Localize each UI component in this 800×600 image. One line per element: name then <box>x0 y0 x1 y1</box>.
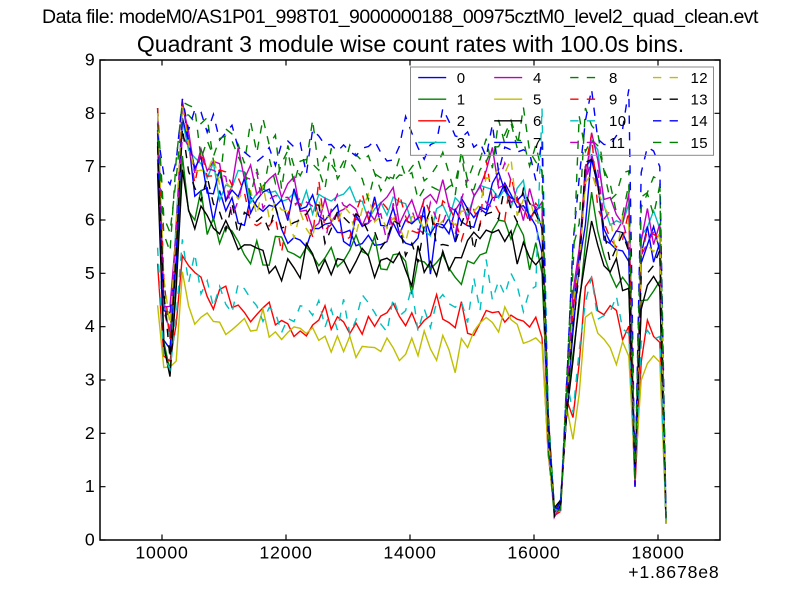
svg-text:10000: 10000 <box>135 543 188 563</box>
svg-text:0: 0 <box>457 70 466 87</box>
svg-text:10: 10 <box>609 113 627 130</box>
svg-text:9: 9 <box>609 92 618 109</box>
svg-text:1: 1 <box>85 476 96 496</box>
svg-text:13: 13 <box>691 92 709 109</box>
svg-text:12: 12 <box>691 70 709 87</box>
svg-text:3: 3 <box>85 370 96 390</box>
svg-text:7: 7 <box>85 156 96 176</box>
svg-text:14: 14 <box>691 113 709 130</box>
svg-text:5: 5 <box>533 92 542 109</box>
svg-text:15: 15 <box>691 135 709 152</box>
svg-text:+1.8678e8: +1.8678e8 <box>628 562 719 582</box>
svg-text:3: 3 <box>457 135 466 152</box>
svg-text:5: 5 <box>85 263 96 283</box>
svg-text:1: 1 <box>457 92 466 109</box>
svg-text:11: 11 <box>609 135 625 152</box>
svg-text:12000: 12000 <box>259 543 312 563</box>
svg-text:7: 7 <box>533 135 542 152</box>
svg-text:2: 2 <box>85 423 96 443</box>
svg-text:18000: 18000 <box>631 543 684 563</box>
svg-text:4: 4 <box>85 316 96 336</box>
svg-text:8: 8 <box>85 103 96 123</box>
svg-text:8: 8 <box>609 70 618 87</box>
svg-text:16000: 16000 <box>507 543 560 563</box>
svg-text:2: 2 <box>457 113 466 130</box>
svg-text:6: 6 <box>85 210 96 230</box>
svg-text:Data file: modeM0/AS1P01_998T0: Data file: modeM0/AS1P01_998T01_90000001… <box>42 6 759 28</box>
svg-text:Quadrant 3 module wise count r: Quadrant 3 module wise count rates with … <box>137 31 684 57</box>
svg-text:0: 0 <box>85 530 96 550</box>
svg-text:4: 4 <box>533 70 542 87</box>
svg-text:9: 9 <box>85 50 96 70</box>
svg-text:6: 6 <box>533 113 542 130</box>
svg-text:14000: 14000 <box>383 543 436 563</box>
